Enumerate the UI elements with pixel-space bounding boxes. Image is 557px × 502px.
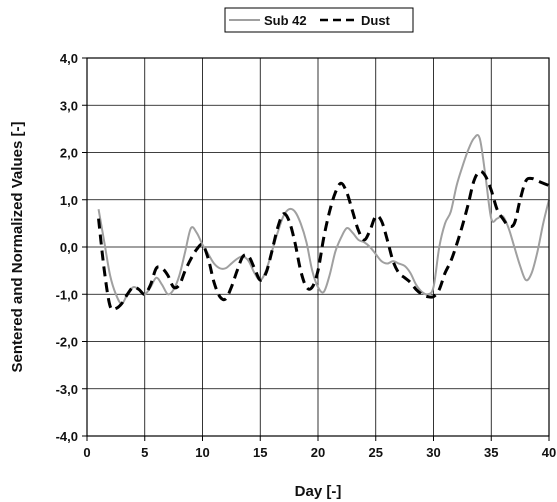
y-tick-label: -2,0 — [56, 335, 78, 350]
y-tick-label: -1,0 — [56, 287, 78, 302]
y-tick-label: 0,0 — [60, 240, 78, 255]
x-axis-ticks: 0 5 10 15 20 25 30 35 40 — [83, 436, 556, 460]
x-tick-label: 0 — [83, 445, 90, 460]
y-tick-label: 4,0 — [60, 51, 78, 66]
x-tick-label: 10 — [195, 445, 209, 460]
legend-label-sub42: Sub 42 — [264, 13, 307, 28]
y-tick-label: 2,0 — [60, 146, 78, 161]
y-tick-label: 3,0 — [60, 98, 78, 113]
x-tick-label: 15 — [253, 445, 267, 460]
y-tick-label: -4,0 — [56, 429, 78, 444]
x-tick-label: 35 — [484, 445, 498, 460]
x-axis-title: Day [-] — [295, 483, 342, 500]
series-line-sub42 — [97, 134, 550, 305]
y-axis-ticks: 4,0 3,0 2,0 1,0 0,0 -1,0 -2,0 -3,0 -4,0 — [56, 51, 87, 444]
series-layer — [97, 134, 550, 312]
x-tick-label: 5 — [141, 445, 148, 460]
gridlines — [86, 57, 550, 437]
y-tick-label: 1,0 — [60, 193, 78, 208]
legend: Sub 42 Dust — [224, 7, 414, 33]
x-tick-label: 40 — [542, 445, 556, 460]
x-tick-label: 30 — [426, 445, 440, 460]
series-line-dust — [97, 169, 550, 312]
x-tick-label: 20 — [311, 445, 325, 460]
legend-label-dust: Dust — [361, 13, 391, 28]
y-tick-label: -3,0 — [56, 382, 78, 397]
x-tick-label: 25 — [369, 445, 383, 460]
y-axis-title: Sentered and Normalized Values [-] — [9, 122, 26, 373]
